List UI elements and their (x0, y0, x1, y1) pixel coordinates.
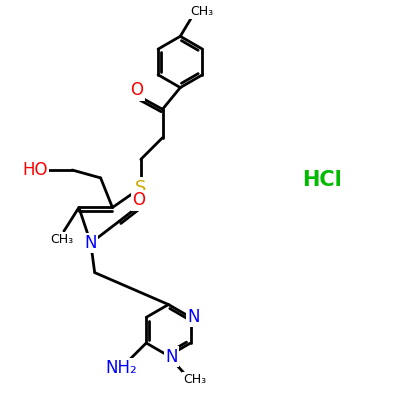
Text: N: N (84, 234, 97, 252)
Text: CH₃: CH₃ (50, 232, 74, 246)
Text: O: O (130, 81, 143, 99)
Text: NH₂: NH₂ (106, 359, 137, 377)
Text: O: O (132, 191, 145, 209)
Text: CH₃: CH₃ (190, 5, 214, 18)
Text: N: N (165, 348, 178, 366)
Text: HO: HO (22, 161, 48, 179)
Text: CH₃: CH₃ (183, 373, 206, 386)
Text: S: S (135, 179, 146, 197)
Text: N: N (188, 308, 200, 326)
Text: HCl: HCl (302, 170, 342, 190)
